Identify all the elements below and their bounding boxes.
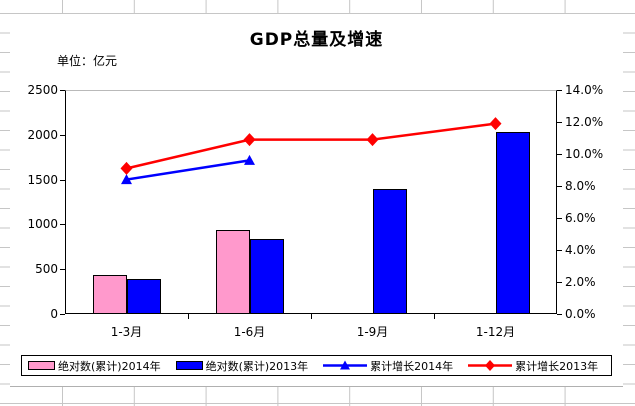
diamond-marker-icon xyxy=(120,161,133,175)
left-axis-tick-label: 2000 xyxy=(27,127,58,142)
growth-line xyxy=(126,159,250,181)
diamond-marker-icon xyxy=(485,360,496,371)
legend: 绝对数(累计)2014年 绝对数(累计)2013年 累计增长2014年 累计增长201… xyxy=(21,355,612,376)
left-axis-tick-label: 1500 xyxy=(27,172,58,187)
right-axis-tick-label: 8.0% xyxy=(565,179,596,193)
right-axis-tick-label: 0.0% xyxy=(565,307,596,321)
x-axis-tick xyxy=(311,314,312,319)
right-axis-tick xyxy=(557,186,562,187)
bar-2014 xyxy=(92,275,127,314)
bar-2013 xyxy=(126,278,161,314)
bar-2013 xyxy=(372,188,407,314)
left-axis-tick xyxy=(60,269,65,271)
legend-item: 绝对数(累计)2013年 xyxy=(175,358,309,374)
x-axis-tick xyxy=(434,314,435,319)
bar-2014 xyxy=(215,230,250,314)
right-axis-tick xyxy=(557,154,562,155)
x-axis-label: 1-3月 xyxy=(110,325,143,339)
legend-label: 绝对数(累计)2013年 xyxy=(205,359,309,373)
left-axis-tick xyxy=(60,90,65,91)
diamond-marker-icon xyxy=(243,133,256,147)
x-axis-label: 1-6月 xyxy=(233,325,266,339)
legend-bar-swatch xyxy=(175,361,203,370)
chart-object[interactable]: GDP总量及增速 单位：亿元 绝对数(累计)2014年 绝对数(累计)2013年 累… xyxy=(10,14,623,387)
right-axis-tick-label: 10.0% xyxy=(565,147,604,161)
bar-2013 xyxy=(249,238,284,314)
right-axis-tick xyxy=(557,250,562,251)
right-axis-tick-label: 14.0% xyxy=(565,83,604,97)
unit-label: 单位：亿元 xyxy=(57,54,118,68)
left-axis-tick xyxy=(60,224,65,226)
diamond-marker-icon xyxy=(366,133,379,147)
legend-item: 绝对数(累计)2014年 xyxy=(28,358,161,374)
growth-line xyxy=(126,122,496,170)
growth-lines-layer xyxy=(120,117,502,185)
triangle-marker-icon xyxy=(244,154,255,165)
x-axis-tick xyxy=(188,314,189,319)
left-axis-tick-label: 1000 xyxy=(27,217,58,232)
left-axis-tick xyxy=(60,314,65,315)
legend-line-sample xyxy=(468,360,513,371)
legend-label: 累计增长2014年 xyxy=(370,359,454,373)
left-axis-tick-label: 500 xyxy=(35,262,58,277)
right-axis-tick-label: 4.0% xyxy=(565,243,596,257)
diamond-marker-icon xyxy=(489,117,502,131)
right-axis-tick xyxy=(557,122,562,123)
right-axis-tick-label: 6.0% xyxy=(565,211,596,225)
left-axis-tick-label: 2500 xyxy=(27,83,58,97)
left-axis-tick xyxy=(60,134,65,136)
x-axis-label: 1-9月 xyxy=(356,325,389,339)
legend-item: 累计增长2014年 xyxy=(323,358,453,374)
chart-title: GDP总量及增速 xyxy=(249,30,384,50)
legend-label: 绝对数(累计)2014年 xyxy=(58,359,161,373)
right-axis-tick xyxy=(557,218,562,219)
right-axis-tick xyxy=(557,90,562,91)
left-axis-tick xyxy=(60,179,65,181)
right-axis-tick-label: 2.0% xyxy=(565,275,596,289)
right-axis-tick xyxy=(557,282,562,283)
bar-2013 xyxy=(495,132,530,314)
right-axis-tick xyxy=(557,314,562,315)
left-axis-tick-label: 0 xyxy=(50,307,58,321)
legend-item: 累计增长2013年 xyxy=(468,358,598,374)
x-axis-label: 1-12月 xyxy=(475,325,516,339)
legend-bar-swatch xyxy=(28,361,55,370)
triangle-marker-icon xyxy=(340,360,351,370)
legend-line-sample xyxy=(323,360,368,370)
right-axis-tick-label: 12.0% xyxy=(565,115,604,129)
triangle-marker-icon xyxy=(121,174,132,185)
legend-label: 累计增长2013年 xyxy=(515,359,599,373)
